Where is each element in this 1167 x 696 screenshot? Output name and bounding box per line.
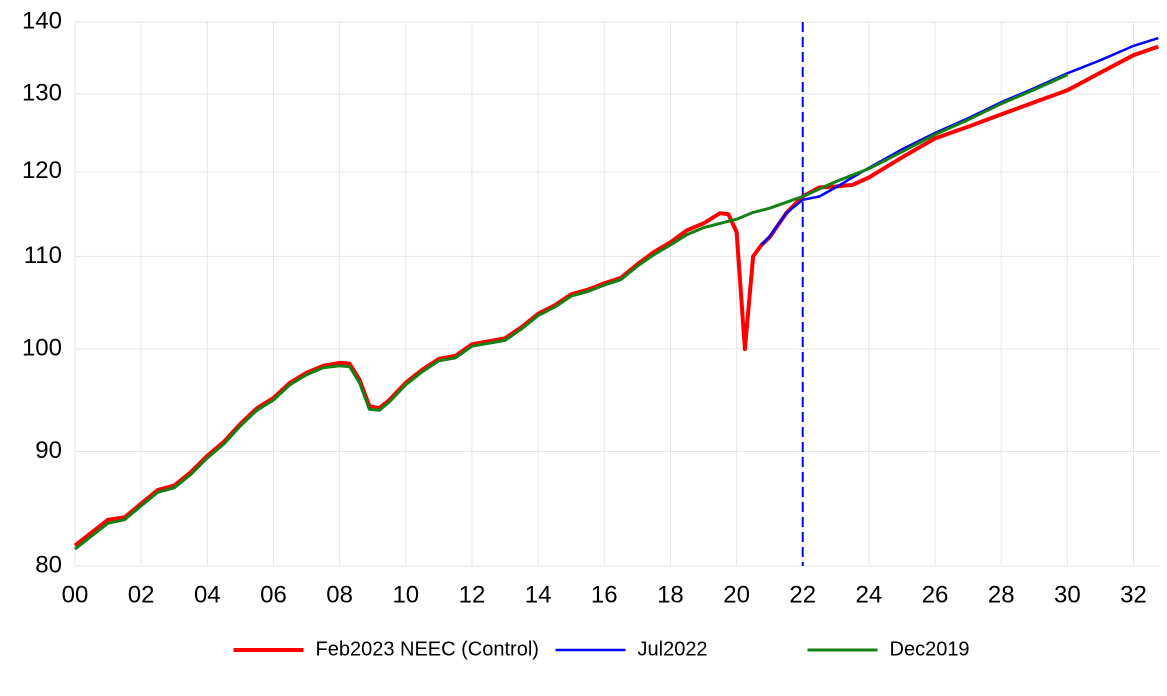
x-tick-label: 10 xyxy=(392,581,419,608)
y-tick-label: 100 xyxy=(22,334,62,361)
x-tick-label: 18 xyxy=(657,581,684,608)
y-tick-label: 130 xyxy=(22,79,62,106)
x-tick-label: 06 xyxy=(260,581,287,608)
legend-label: Jul2022 xyxy=(638,638,708,660)
y-tick-label: 110 xyxy=(24,242,62,269)
y-tick-label: 90 xyxy=(35,437,62,464)
x-tick-label: 04 xyxy=(194,581,221,608)
x-tick-label: 12 xyxy=(459,581,486,608)
y-tick-label: 140 xyxy=(22,7,62,34)
x-tick-label: 24 xyxy=(856,581,883,608)
x-tick-label: 22 xyxy=(789,581,816,608)
x-tick-label: 16 xyxy=(591,581,618,608)
line xyxy=(760,36,1159,246)
x-tick-label: 02 xyxy=(128,581,155,608)
y-tick-label: 80 xyxy=(35,551,62,578)
x-tick-label: 00 xyxy=(62,581,89,608)
line xyxy=(74,73,1069,551)
x-tick-label: 26 xyxy=(922,581,949,608)
x-tick-label: 14 xyxy=(525,581,552,608)
x-tick-label: 20 xyxy=(723,581,750,608)
legend-label: Dec2019 xyxy=(890,638,970,660)
x-tick-label: 08 xyxy=(326,581,353,608)
x-tick-label: 32 xyxy=(1120,581,1147,608)
line xyxy=(73,44,1159,548)
y-tick-label: 120 xyxy=(22,157,62,184)
x-tick-label: 28 xyxy=(988,581,1015,608)
legend-label: Feb2023 NEEC (Control) xyxy=(316,638,539,660)
x-tick-label: 30 xyxy=(1054,581,1081,608)
